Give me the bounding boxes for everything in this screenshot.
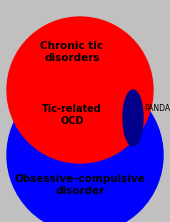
Ellipse shape xyxy=(7,77,163,222)
Ellipse shape xyxy=(123,90,143,146)
Text: PANDAS: PANDAS xyxy=(144,103,170,113)
Text: Tic-related
OCD: Tic-related OCD xyxy=(42,104,102,126)
Text: Obsessive–compulsive
disorder: Obsessive–compulsive disorder xyxy=(15,174,146,196)
Ellipse shape xyxy=(7,17,153,163)
Text: Chronic tic
disorders: Chronic tic disorders xyxy=(40,41,104,63)
